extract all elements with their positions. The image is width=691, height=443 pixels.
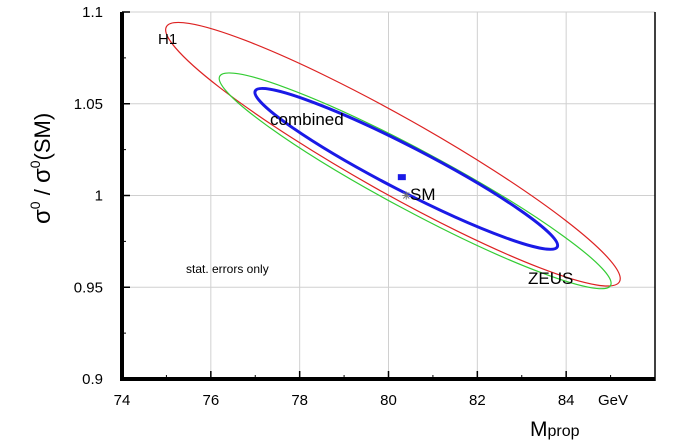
- point-sm: [402, 191, 411, 200]
- x-axis-unit: GeV: [598, 392, 628, 409]
- x-tick-label: 82: [469, 392, 486, 409]
- annotation-h1: H1: [158, 31, 177, 48]
- annotation-combined: combined: [270, 110, 344, 129]
- y-axis-label: σ0 / σ0(SM): [27, 113, 56, 224]
- contour-combined: [253, 86, 560, 251]
- y-tick-label: 0.9: [82, 371, 103, 388]
- x-tick-label: 78: [291, 392, 308, 409]
- x-tick-label: 84: [558, 392, 575, 409]
- y-axis-label-sigma1: σ: [29, 209, 56, 224]
- y-axis-label-sup1: 0: [27, 201, 43, 209]
- x-axis-ticks: 74 76 78 80 82 84: [114, 371, 612, 409]
- point-combined-fit: [397, 174, 406, 181]
- points: [397, 174, 411, 200]
- contour-h1: [165, 21, 621, 287]
- x-axis-label-sub: prop: [548, 423, 580, 440]
- y-tick-label: 1.1: [82, 4, 103, 21]
- y-axis-label-sm: (SM): [30, 113, 55, 161]
- y-tick-label: 1: [95, 188, 103, 205]
- x-axis-label-main: M: [530, 418, 548, 441]
- annotation-zeus: ZEUS: [528, 269, 573, 288]
- x-tick-label: 76: [202, 392, 219, 409]
- annotation-stat-errors: stat. errors only: [186, 262, 269, 276]
- x-tick-label: 74: [114, 392, 131, 409]
- y-axis-label-sigma2: σ: [29, 168, 56, 183]
- y-axis-label-slash: /: [30, 183, 55, 201]
- x-axis-label: Mprop: [530, 418, 580, 441]
- contour-zeus: [218, 72, 612, 290]
- contours: [165, 21, 621, 290]
- y-axis-label-sup2: 0: [27, 160, 43, 168]
- y-tick-label: 1.05: [74, 96, 103, 113]
- y-tick-label: 0.95: [74, 279, 103, 296]
- annotation-sm: SM: [410, 185, 436, 204]
- x-tick-label: 80: [380, 392, 397, 409]
- y-axis-ticks: 0.9 0.95 1 1.05 1.1: [74, 4, 130, 388]
